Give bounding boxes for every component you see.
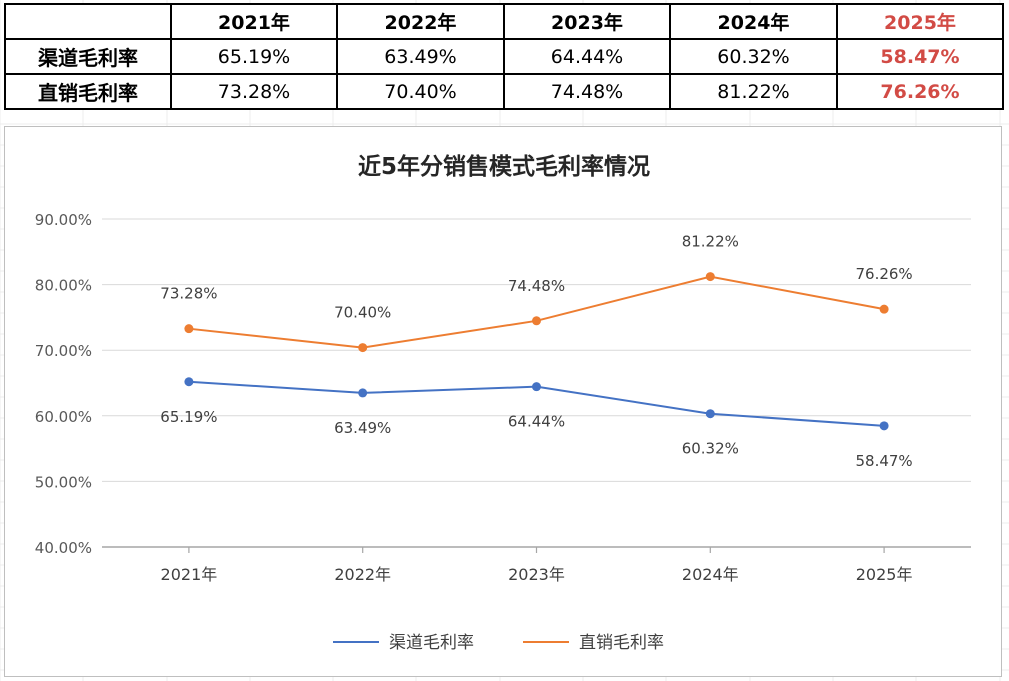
line-chart-frame[interactable]: 近5年分销售模式毛利率情况 40.00% 50.00% 60.00% 70.00% 80… xyxy=(4,126,1002,677)
data-label: 64.44% xyxy=(508,413,565,431)
data-label: 70.40% xyxy=(334,304,391,322)
data-label: 73.28% xyxy=(160,285,217,303)
row-label-channel-margin: 渠道毛利率 xyxy=(4,38,172,75)
data-point xyxy=(184,324,194,334)
table-row: 渠道毛利率 65.19% 63.49% 64.44% 60.32% 58.47% xyxy=(4,38,1004,75)
table-corner-cell xyxy=(4,3,172,40)
year-header-cell: 2023年 xyxy=(503,3,671,40)
year-header-cell-highlighted: 2025年 xyxy=(836,3,1004,40)
data-label: 81.22% xyxy=(682,233,739,251)
value-cell: 74.48% xyxy=(503,73,671,110)
y-tick-label: 40.00% xyxy=(35,539,92,557)
x-tick-label: 2022年 xyxy=(334,565,391,584)
value-cell: 63.49% xyxy=(336,38,505,75)
value-cell: 81.22% xyxy=(669,73,838,110)
data-label: 76.26% xyxy=(855,265,912,283)
legend-label: 直销毛利率 xyxy=(579,633,664,653)
data-point xyxy=(184,377,194,387)
year-header-cell: 2021年 xyxy=(170,3,338,40)
value-cell: 64.44% xyxy=(503,38,671,75)
y-tick-label: 60.00% xyxy=(35,408,92,426)
data-point xyxy=(879,304,889,314)
data-label: 58.47% xyxy=(855,452,912,470)
data-point xyxy=(532,316,541,326)
chart-title: 近5年分销售模式毛利率情况 xyxy=(358,153,650,180)
y-tick-label: 50.00% xyxy=(35,473,92,491)
value-cell-highlighted: 76.26% xyxy=(836,73,1004,110)
data-label: 74.48% xyxy=(508,277,565,295)
value-cell-highlighted: 58.47% xyxy=(836,38,1004,75)
value-cell: 65.19% xyxy=(170,38,338,75)
gross-margin-table: 2021年 2022年 2023年 2024年 2025年 渠道毛利率 65.1… xyxy=(4,3,1004,110)
value-cell: 73.28% xyxy=(170,73,338,110)
legend-label: 渠道毛利率 xyxy=(389,633,474,653)
x-tick-label: 2021年 xyxy=(161,565,218,584)
data-label: 63.49% xyxy=(334,419,391,437)
row-label-direct-margin: 直销毛利率 xyxy=(4,73,172,110)
data-point xyxy=(358,343,368,353)
y-tick-label: 80.00% xyxy=(35,277,92,295)
data-label: 65.19% xyxy=(160,408,217,426)
x-tick-label: 2025年 xyxy=(856,565,913,584)
data-point xyxy=(705,409,715,419)
value-cell: 70.40% xyxy=(336,73,505,110)
table-header-row: 2021年 2022年 2023年 2024年 2025年 xyxy=(4,3,1004,40)
y-tick-label: 90.00% xyxy=(35,211,92,229)
year-header-cell: 2022年 xyxy=(336,3,505,40)
data-label: 60.32% xyxy=(682,440,739,458)
data-point xyxy=(358,388,368,398)
value-cell: 60.32% xyxy=(669,38,838,75)
data-point xyxy=(532,382,541,392)
x-tick-label: 2024年 xyxy=(682,565,739,584)
y-tick-label: 70.00% xyxy=(35,342,92,360)
x-tick-label: 2023年 xyxy=(508,565,565,584)
line-chart: 近5年分销售模式毛利率情况 40.00% 50.00% 60.00% 70.00% 80… xyxy=(35,153,971,653)
data-point xyxy=(705,272,715,282)
data-point xyxy=(879,421,889,431)
year-header-cell: 2024年 xyxy=(669,3,838,40)
table-row: 直销毛利率 73.28% 70.40% 74.48% 81.22% 76.26% xyxy=(4,73,1004,110)
